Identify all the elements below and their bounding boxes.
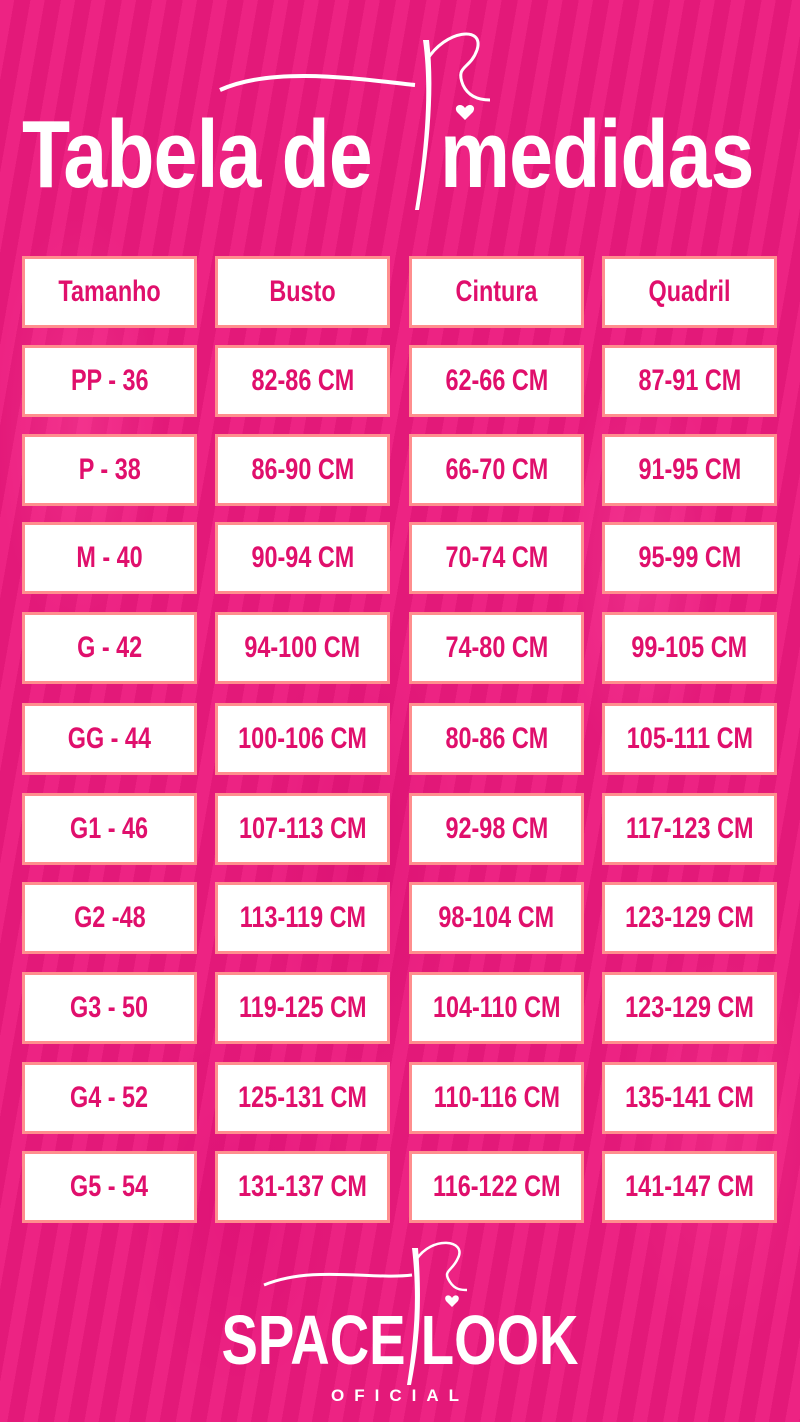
cell-size: P - 38 (22, 434, 197, 506)
cell-size-text: G2 -48 (73, 901, 146, 934)
cell-size: G3 - 50 (22, 972, 197, 1044)
cell-waist-text: 104-110 CM (432, 991, 561, 1024)
cell-hip-text: 87-91 CM (638, 364, 741, 397)
cell-bust-text: 100-106 CM (238, 722, 367, 755)
cell-bust-text: 131-137 CM (238, 1170, 367, 1203)
cell-hip-text: 123-129 CM (625, 901, 754, 934)
cell-size-text: P - 38 (78, 453, 141, 486)
header-waist: Cintura (409, 256, 584, 328)
cell-bust: 90-94 CM (215, 522, 390, 594)
cell-waist: 116-122 CM (409, 1151, 584, 1223)
cell-waist: 110-116 CM (409, 1062, 584, 1134)
cell-size-text: G3 - 50 (70, 991, 149, 1024)
cell-size: G2 -48 (22, 882, 197, 954)
page-title: Tabela de medidas (0, 95, 800, 215)
header-hip: Quadril (602, 256, 777, 328)
cell-waist: 92-98 CM (409, 793, 584, 865)
cell-waist-text: 98-104 CM (438, 901, 555, 934)
cell-waist: 74-80 CM (409, 612, 584, 684)
cell-waist-text: 80-86 CM (445, 722, 548, 755)
needle-thread-heart-icon (263, 1241, 468, 1385)
cell-hip-text: 91-95 CM (638, 453, 741, 486)
cell-hip: 91-95 CM (602, 434, 777, 506)
cell-waist: 80-86 CM (409, 703, 584, 775)
cell-hip: 105-111 CM (602, 703, 777, 775)
cell-bust-text: 125-131 CM (238, 1081, 367, 1114)
cell-size-text: PP - 36 (70, 364, 149, 397)
cell-size-text: GG - 44 (67, 722, 152, 755)
cell-hip-text: 123-129 CM (625, 991, 754, 1024)
cell-hip-text: 105-111 CM (626, 722, 753, 755)
cell-waist-text: 62-66 CM (445, 364, 548, 397)
cell-waist-text: 110-116 CM (433, 1081, 560, 1114)
cell-hip-text: 99-105 CM (631, 631, 748, 664)
header-size: Tamanho (22, 256, 197, 328)
cell-waist-text: 66-70 CM (445, 453, 548, 486)
header-waist-text: Cintura (455, 275, 538, 308)
cell-size: M - 40 (22, 522, 197, 594)
cell-waist: 98-104 CM (409, 882, 584, 954)
cell-bust: 94-100 CM (215, 612, 390, 684)
cell-bust: 119-125 CM (215, 972, 390, 1044)
needle-thread-heart-icon (219, 32, 491, 210)
cell-bust-text: 94-100 CM (244, 631, 361, 664)
cell-hip-text: 135-141 CM (625, 1081, 754, 1114)
cell-bust: 107-113 CM (215, 793, 390, 865)
cell-waist-text: 116-122 CM (432, 1170, 561, 1203)
cell-hip: 117-123 CM (602, 793, 777, 865)
cell-hip: 99-105 CM (602, 612, 777, 684)
header-bust-text: Busto (269, 275, 336, 308)
cell-size: GG - 44 (22, 703, 197, 775)
cell-hip: 87-91 CM (602, 345, 777, 417)
cell-size: G5 - 54 (22, 1151, 197, 1223)
cell-bust: 125-131 CM (215, 1062, 390, 1134)
cell-waist-text: 74-80 CM (445, 631, 548, 664)
cell-size: PP - 36 (22, 345, 197, 417)
cell-size-text: G - 42 (76, 631, 143, 664)
cell-size: G - 42 (22, 612, 197, 684)
cell-waist: 104-110 CM (409, 972, 584, 1044)
cell-bust: 100-106 CM (215, 703, 390, 775)
cell-hip-text: 141-147 CM (625, 1170, 754, 1203)
cell-size-text: G5 - 54 (70, 1170, 149, 1203)
cell-hip-text: 95-99 CM (638, 541, 741, 574)
header-size-text: Tamanho (58, 275, 161, 308)
cell-hip: 123-129 CM (602, 972, 777, 1044)
cell-size: G4 - 52 (22, 1062, 197, 1134)
cell-bust-text: 113-119 CM (239, 901, 366, 934)
cell-bust: 82-86 CM (215, 345, 390, 417)
cell-hip-text: 117-123 CM (625, 812, 754, 845)
cell-bust: 113-119 CM (215, 882, 390, 954)
cell-size: G1 - 46 (22, 793, 197, 865)
cell-size-text: M - 40 (76, 541, 143, 574)
cell-waist: 62-66 CM (409, 345, 584, 417)
cell-waist: 66-70 CM (409, 434, 584, 506)
cell-bust-text: 90-94 CM (251, 541, 354, 574)
brand-name: SPACE LOOK (221, 1301, 579, 1379)
brand-subtitle: OFICIAL (331, 1386, 469, 1405)
title-part1: Tabela de (22, 101, 373, 208)
cell-hip: 141-147 CM (602, 1151, 777, 1223)
header-bust: Busto (215, 256, 390, 328)
cell-bust-text: 86-90 CM (251, 453, 354, 486)
cell-waist-text: 70-74 CM (445, 541, 548, 574)
cell-size-text: G4 - 52 (70, 1081, 149, 1114)
cell-size-text: G1 - 46 (70, 812, 149, 845)
cell-bust-text: 82-86 CM (251, 364, 354, 397)
cell-waist: 70-74 CM (409, 522, 584, 594)
cell-bust: 86-90 CM (215, 434, 390, 506)
cell-waist-text: 92-98 CM (445, 812, 548, 845)
cell-bust-text: 107-113 CM (238, 812, 367, 845)
header-hip-text: Quadril (648, 275, 731, 308)
cell-bust-text: 119-125 CM (238, 991, 367, 1024)
cell-hip: 135-141 CM (602, 1062, 777, 1134)
cell-hip: 95-99 CM (602, 522, 777, 594)
cell-bust: 131-137 CM (215, 1151, 390, 1223)
cell-hip: 123-129 CM (602, 882, 777, 954)
title-part2: medidas (440, 101, 754, 208)
